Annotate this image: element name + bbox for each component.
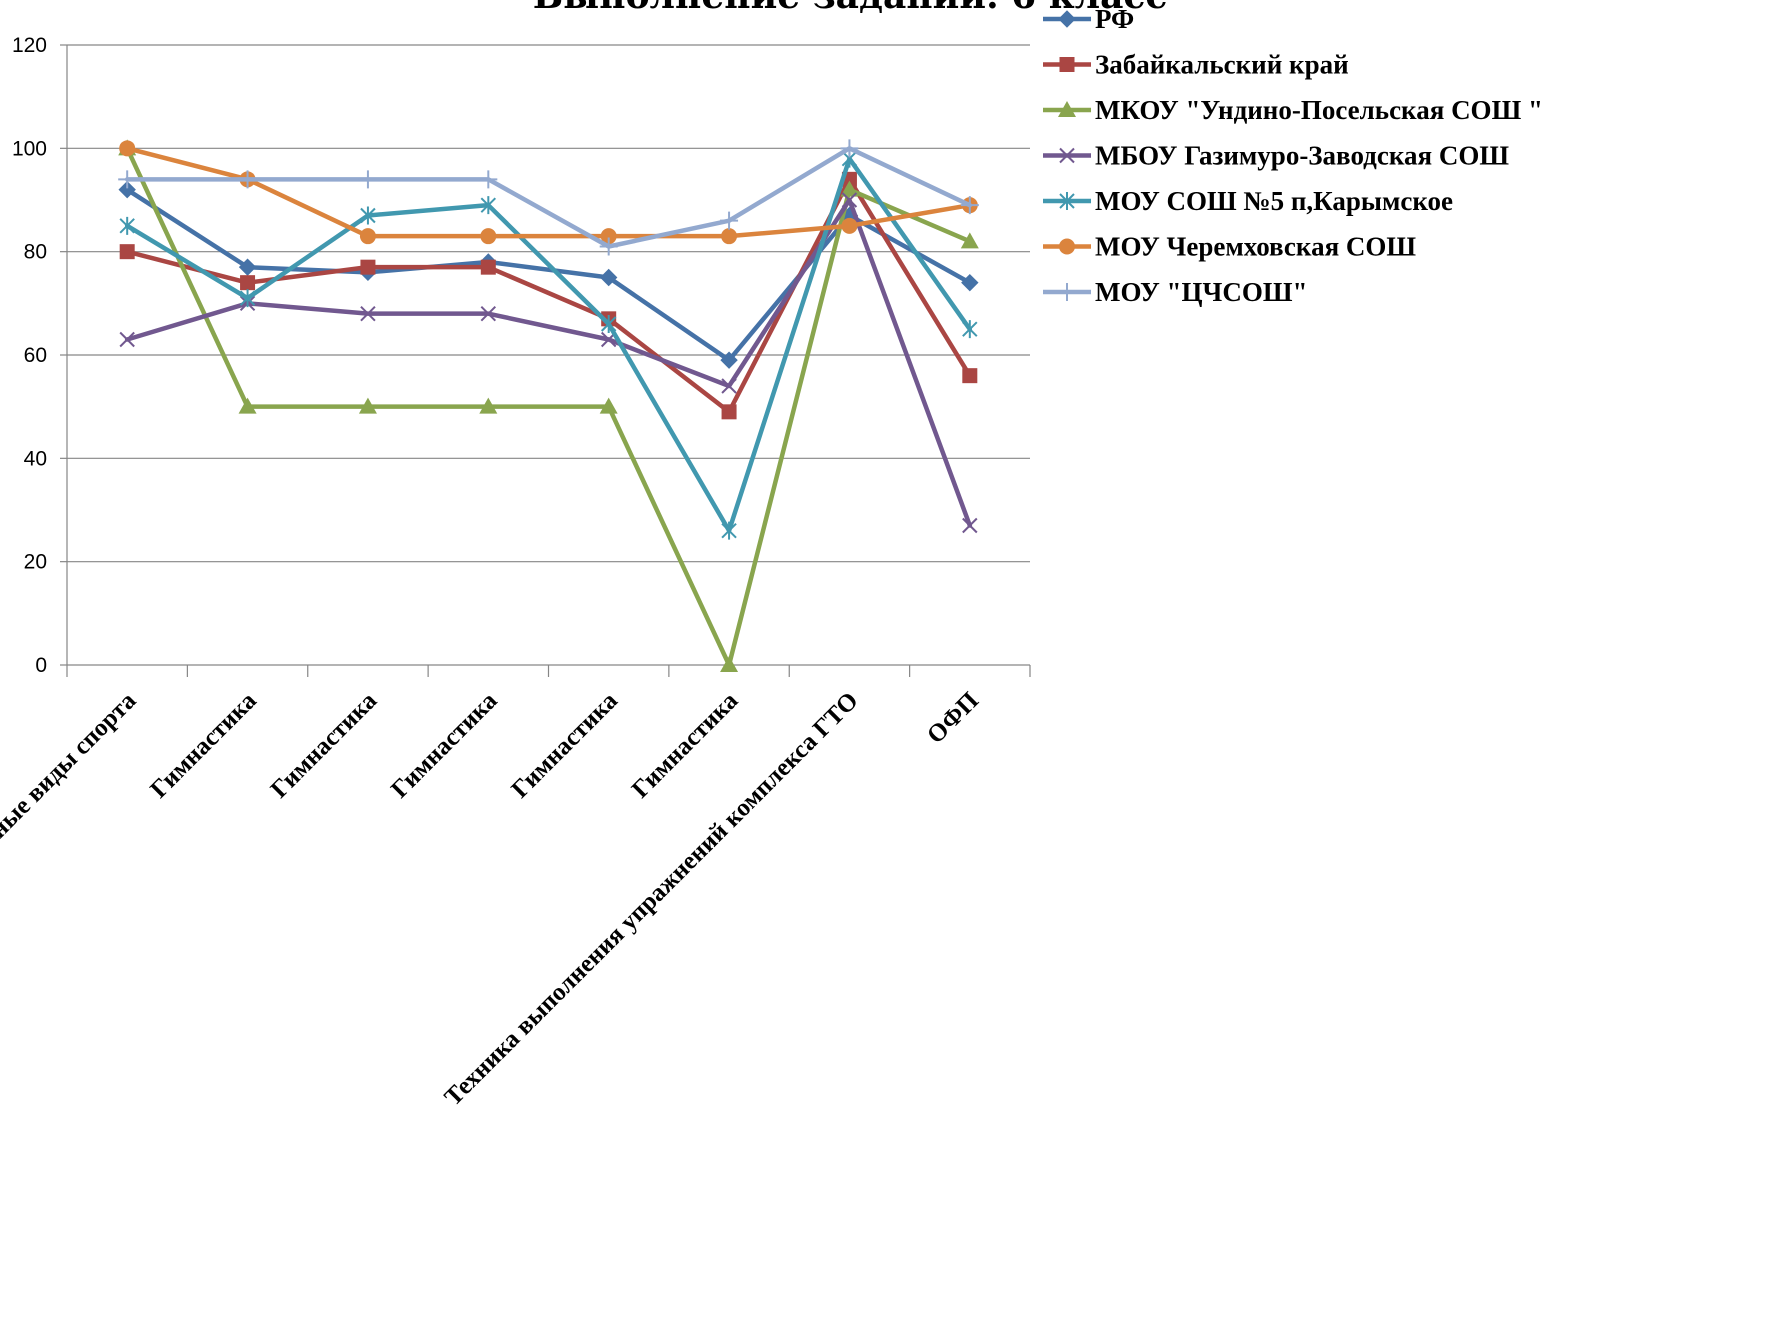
series-lines [118, 139, 979, 672]
legend-entry: МКОУ "Ундино-Посельская СОШ " [1043, 95, 1543, 125]
data-point [360, 206, 376, 225]
data-point [240, 275, 256, 291]
data-point [721, 378, 737, 394]
data-point [480, 305, 497, 322]
data-point [238, 397, 257, 414]
series-3 [119, 192, 978, 534]
legend-marker [1059, 192, 1075, 210]
x-tick-label: Гимнастика [507, 687, 624, 804]
chart-title: Выполнение заданий. 6 класс [533, 0, 1168, 17]
data-point [961, 273, 979, 292]
series-line [124, 146, 973, 239]
y-tick-label: 100 [12, 137, 47, 160]
data-point [960, 232, 979, 249]
legend-label: РФ [1095, 4, 1134, 34]
data-point [721, 521, 737, 540]
data-point [119, 140, 136, 157]
data-point [359, 228, 376, 245]
y-tick-label: 0 [35, 654, 47, 677]
x-tick-label: Спортивные виды спорта [0, 687, 142, 914]
data-point [599, 397, 618, 414]
legend-label: МОУ СОШ №5 п,Карымское [1095, 186, 1453, 216]
data-point [358, 170, 377, 189]
legend: РФ Забайкальский край МКОУ "Ундино-Посельс… [1043, 4, 1543, 307]
data-point [962, 320, 978, 339]
legend-label: МБОУ Газимуро-Заводская СОШ [1095, 141, 1509, 171]
x-tick-label: ОФП [922, 687, 984, 749]
data-point [720, 351, 738, 369]
y-tick-label: 60 [24, 344, 47, 367]
legend-entry: Забайкальский край [1043, 50, 1349, 80]
y-tick-label: 40 [24, 447, 47, 470]
legend-label: МОУ "ЦЧСОШ" [1095, 277, 1307, 307]
data-point [358, 397, 377, 414]
data-point [118, 170, 137, 189]
legend-marker [1058, 101, 1076, 117]
data-point [841, 217, 858, 234]
series-line [124, 197, 973, 528]
data-point [721, 228, 738, 245]
data-point [962, 517, 978, 534]
legend-marker [1058, 10, 1076, 28]
data-point [721, 404, 737, 420]
data-point [479, 170, 498, 189]
x-tick-label: Гимнастика [386, 687, 503, 804]
series-4 [119, 149, 978, 540]
y-axis-tick-labels: 0 20 40 60 80 100 120 [12, 34, 47, 677]
x-tick-label: Гимнастика [266, 687, 383, 804]
axes [60, 44, 1031, 677]
legend-entry: МОУ СОШ №5 п,Карымское [1043, 186, 1453, 216]
data-point [599, 268, 618, 287]
data-point [840, 180, 859, 197]
x-tick-label: Гимнастика [627, 687, 744, 804]
data-point [239, 289, 256, 308]
series-line [124, 156, 973, 533]
data-point [119, 244, 135, 260]
y-tick-label: 120 [12, 34, 47, 57]
y-tick-label: 80 [24, 241, 47, 264]
data-point [960, 196, 979, 215]
legend-label: МОУ Черемховская СОШ [1095, 232, 1416, 262]
x-tick-label: Техника выполнения упражнений комплекса … [440, 687, 864, 1111]
data-point [119, 331, 135, 348]
legend-label: Забайкальский край [1095, 50, 1349, 80]
legend-entry: МБОУ Газимуро-Заводская СОШ [1043, 141, 1509, 171]
data-point [360, 259, 376, 275]
y-tick-label: 20 [24, 551, 47, 574]
data-point [720, 211, 739, 230]
data-point [600, 228, 617, 245]
legend-marker [1059, 147, 1075, 164]
data-point [599, 237, 618, 256]
legend-marker [1058, 283, 1076, 301]
data-point [360, 305, 376, 322]
data-point [840, 139, 859, 158]
x-axis-tick-labels: Спортивные виды спорта Гимнастика Гимнасти… [0, 687, 984, 1111]
series-0 [118, 180, 979, 369]
data-point [238, 170, 257, 189]
data-point [600, 315, 617, 333]
data-point [720, 656, 739, 672]
series-line [124, 146, 973, 249]
data-point [841, 192, 858, 208]
data-point [480, 259, 496, 275]
legend-entry: РФ [1043, 4, 1134, 34]
x-tick-label: Гимнастика [145, 687, 262, 804]
legend-entry: МОУ Черемховская СОШ [1043, 232, 1416, 262]
series-line [124, 187, 973, 363]
legend-entry: МОУ "ЦЧСОШ" [1043, 277, 1307, 307]
data-point [479, 397, 498, 414]
legend-marker [1059, 238, 1075, 255]
data-point [962, 368, 978, 384]
data-point [480, 228, 497, 245]
data-point [118, 180, 136, 199]
series-2 [118, 139, 979, 672]
legend-marker [1059, 57, 1075, 72]
series-5 [119, 140, 978, 245]
data-point [480, 196, 497, 215]
data-point [119, 216, 135, 235]
series-6 [118, 139, 979, 256]
legend-label: МКОУ "Ундино-Посельская СОШ " [1095, 95, 1543, 125]
series-line [124, 146, 973, 668]
